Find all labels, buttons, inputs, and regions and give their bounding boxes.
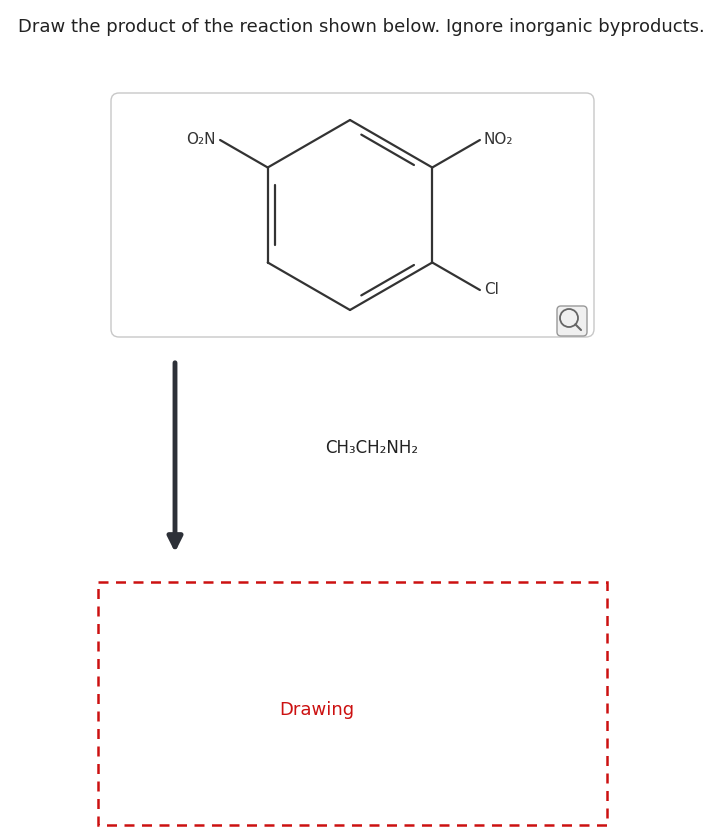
Text: Draw the product of the reaction shown below. Ignore inorganic byproducts.: Draw the product of the reaction shown b… xyxy=(17,18,705,36)
Text: Cl: Cl xyxy=(484,283,499,298)
Text: O₂N: O₂N xyxy=(186,132,216,147)
Text: Drawing: Drawing xyxy=(279,701,355,719)
FancyBboxPatch shape xyxy=(111,93,594,337)
FancyBboxPatch shape xyxy=(557,306,587,336)
Text: CH₃CH₂NH₂: CH₃CH₂NH₂ xyxy=(325,439,418,457)
Text: NO₂: NO₂ xyxy=(484,132,513,147)
Bar xyxy=(98,582,607,825)
